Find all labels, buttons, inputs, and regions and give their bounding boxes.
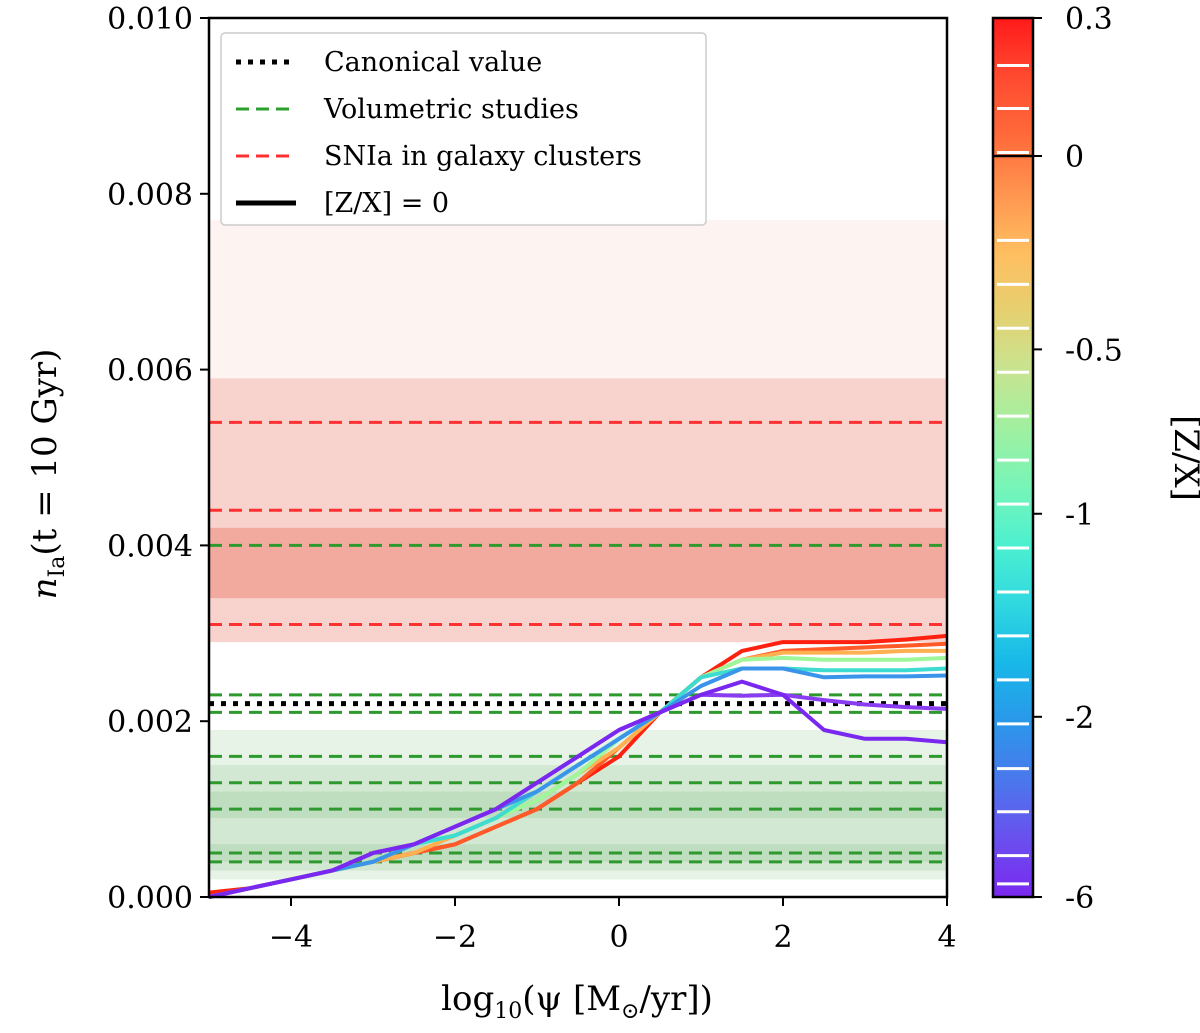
y-tick-label: 0.008 (107, 178, 193, 213)
y-tick-label: 0.000 (107, 881, 193, 916)
x-axis-label: log10(ψ [M⊙/yr]) (441, 979, 713, 1024)
legend-entry-label: Canonical value (324, 47, 542, 78)
y-tick-label: 0.010 (107, 2, 193, 37)
x-tick-label: −4 (269, 920, 313, 955)
x-tick-label: 2 (773, 920, 792, 955)
colorbar-tick-label: -6 (1065, 881, 1094, 916)
y-tick-label: 0.006 (107, 354, 193, 389)
legend-box (220, 32, 707, 226)
y-tick-label: 0.002 (107, 705, 193, 740)
y-axis-label: nIa(t = 10 Gyr) (25, 349, 70, 600)
colorbar: 0.3 0 -0.5 -1 -2 -6 (991, 2, 1123, 916)
x-tick-label: −2 (433, 920, 477, 955)
x-tick-label: 0 (609, 920, 628, 955)
colorbar-tick-label: -1 (1065, 498, 1094, 533)
y-tick-label: 0.004 (107, 529, 193, 564)
series-line (208, 679, 948, 899)
y-axis: 0.000 0.002 0.004 0.006 0.008 0.010 (107, 2, 209, 916)
volumetric-band (209, 791, 947, 818)
plot-frame (207, 16, 949, 899)
colorbar-gradient (991, 16, 1035, 899)
colorbar-label: [Z/X] (1166, 415, 1200, 501)
cluster-band (209, 220, 947, 643)
legend-entry-label: [Z/X] = 0 (324, 188, 449, 219)
colorbar-tick-label: -0.5 (1065, 333, 1123, 368)
legend: Canonical value Volumetric studies SNIa in… (220, 32, 707, 226)
legend-entry-label: SNIa in galaxy clusters (324, 141, 642, 172)
colorbar-tick-label: -2 (1065, 701, 1094, 736)
x-tick-label: 4 (937, 920, 956, 955)
colorbar-tick-label: 0 (1065, 140, 1084, 175)
model-curves (208, 633, 948, 899)
volumetric-band (209, 844, 947, 871)
cluster-band (209, 527, 947, 599)
colorbar-tick-label: 0.3 (1065, 2, 1113, 37)
x-axis: −4 −2 0 2 4 (269, 897, 957, 955)
legend-entry-label: Volumetric studies (323, 94, 579, 125)
